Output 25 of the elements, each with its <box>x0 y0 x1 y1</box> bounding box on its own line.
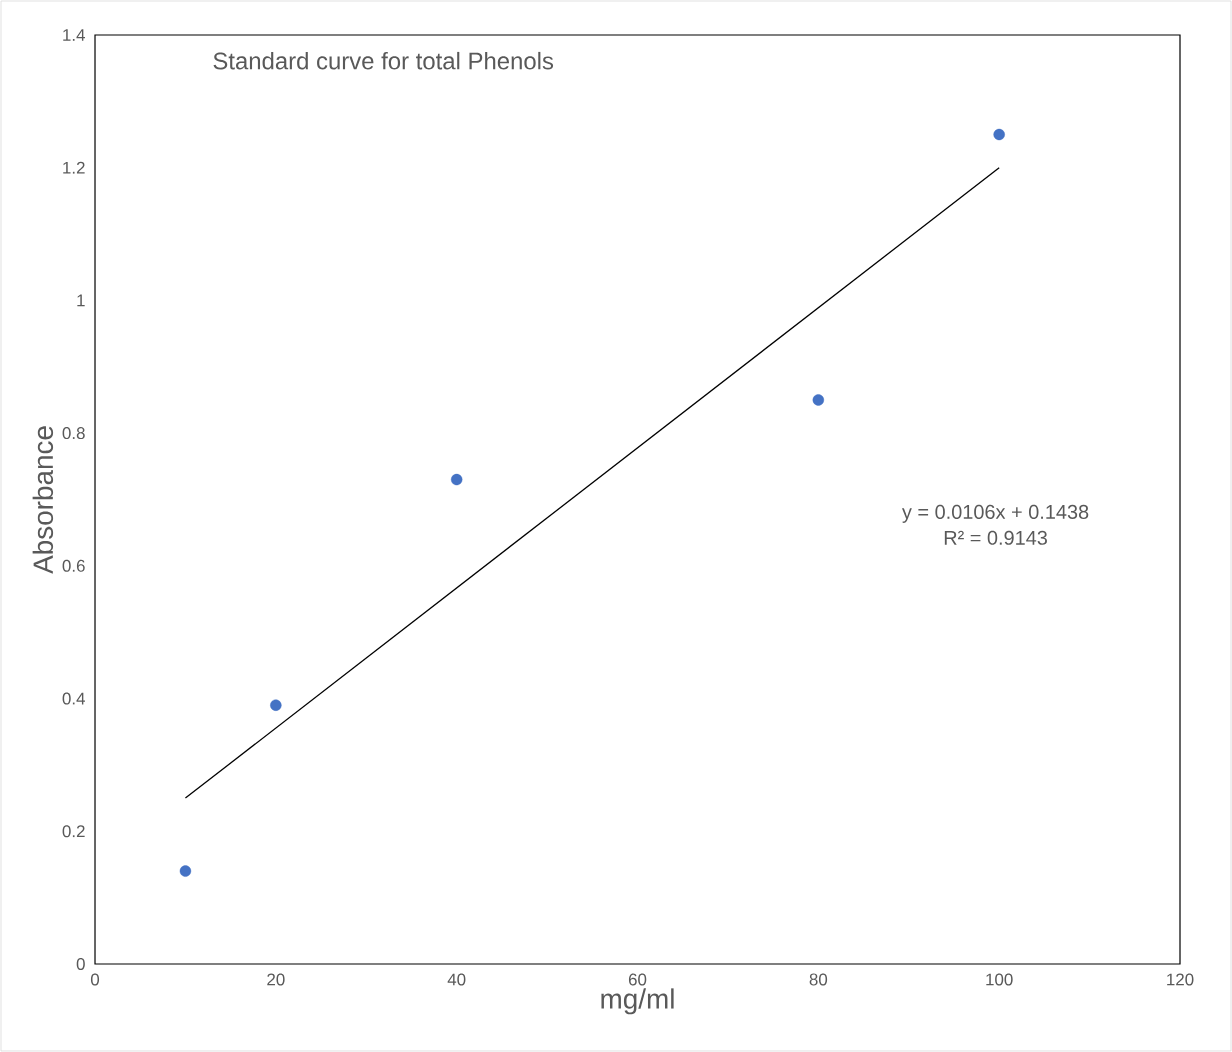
x-tick-label: 60 <box>628 973 647 986</box>
x-tick-label: 40 <box>447 973 466 986</box>
x-tick-label: 80 <box>809 973 828 986</box>
annotation: y = 0.0106x + 0.1438 <box>901 504 1089 523</box>
x-tick-label: 100 <box>986 973 1013 986</box>
y-tick-label: 0.4 <box>62 692 85 705</box>
point <box>179 865 192 877</box>
y-tick-label: 0 <box>76 957 85 970</box>
y-tick-label: 1.4 <box>63 29 85 41</box>
point <box>993 128 1005 141</box>
point <box>270 699 282 711</box>
y-tick-label: 0.8 <box>62 427 85 440</box>
y-tick-label: 1.2 <box>63 161 85 174</box>
x-axis-title: mg/ml <box>601 988 674 1015</box>
y-axis-title: Absorbance <box>32 426 54 574</box>
y-tick-label: 0.6 <box>62 559 85 572</box>
x-tick-label: 0 <box>90 973 100 986</box>
y-tick-label: 1 <box>77 294 85 307</box>
point <box>450 473 463 486</box>
annotation: R² = 0.9143 <box>944 530 1047 545</box>
x-tick-label: 120 <box>1167 973 1194 986</box>
point <box>812 394 825 406</box>
y-tick-label: 0.2 <box>62 825 85 838</box>
text: Standard curve for total Phenols <box>213 51 554 70</box>
x-tick-label: 20 <box>267 973 285 986</box>
